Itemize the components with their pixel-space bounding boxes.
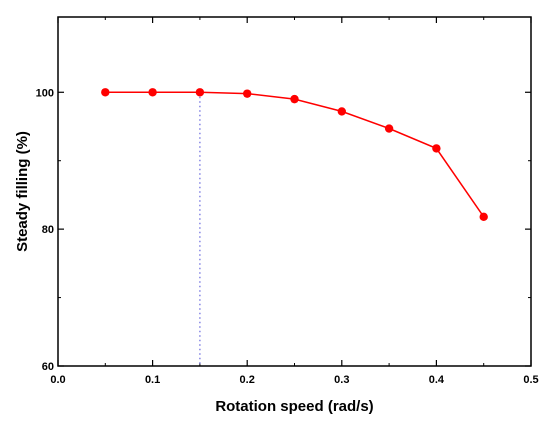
plot-frame <box>57 16 532 367</box>
x-tick-label: 0.1 <box>145 374 160 386</box>
x-tick-label: 0.5 <box>523 374 538 386</box>
y-tick-label: 100 <box>36 87 54 99</box>
data-point <box>337 107 346 116</box>
x-tick-label: 0.2 <box>240 374 255 386</box>
y-axis-title: Steady filling (%) <box>14 131 31 252</box>
x-axis-title: Rotation speed (rad/s) <box>215 398 373 415</box>
x-tick-label: 0.4 <box>429 374 445 386</box>
x-tick-label: 0.0 <box>50 374 65 386</box>
data-point <box>195 88 205 97</box>
y-tick-label: 80 <box>42 224 54 236</box>
data-point <box>243 89 252 98</box>
series-line <box>105 91 485 218</box>
data-point <box>479 212 488 222</box>
x-tick-label: 0.3 <box>334 374 349 386</box>
data-point <box>290 94 299 104</box>
data-point <box>432 144 441 153</box>
data-point <box>148 88 157 97</box>
data-point <box>384 124 394 133</box>
y-tick-label: 60 <box>42 361 54 373</box>
data-point <box>101 88 110 97</box>
